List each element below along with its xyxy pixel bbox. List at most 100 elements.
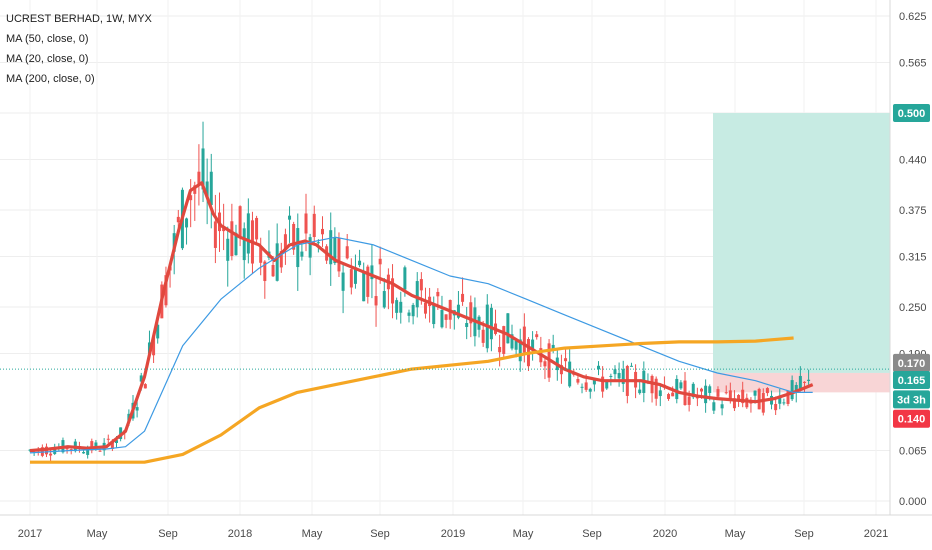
chart-title: UCREST BERHAD, 1W, MYX [6, 13, 153, 25]
candle-body [156, 324, 160, 339]
candle-body [712, 402, 716, 411]
candle-body [444, 314, 448, 320]
ma-line [30, 336, 794, 464]
price-badge-target: 0.500 [898, 108, 926, 120]
candle-body [564, 358, 568, 362]
candle-body [658, 390, 662, 397]
candle-body [263, 261, 267, 282]
candle-body [741, 389, 745, 404]
candle-body [320, 228, 324, 235]
candle-body [209, 171, 213, 206]
candle-body [152, 336, 156, 356]
candle-body [456, 304, 460, 318]
candle-body [654, 378, 658, 399]
candle-body [391, 278, 395, 304]
x-tick-label: Sep [582, 528, 602, 540]
candle-body [230, 221, 234, 256]
candle-body [679, 382, 683, 389]
x-tick-label: 2020 [653, 528, 677, 540]
y-tick-label: 0.375 [899, 205, 927, 217]
candle-body [535, 334, 539, 338]
x-tick-label: May [302, 528, 323, 540]
candle-body [296, 228, 300, 268]
candle-body [514, 340, 518, 350]
price-badge-last-bg [893, 353, 930, 372]
price-badge-stop-bg [893, 409, 930, 428]
candle-body [222, 227, 226, 232]
candle-body [197, 171, 201, 185]
candle-body [94, 442, 98, 449]
candle-body [358, 260, 362, 266]
candle-body [568, 361, 572, 387]
candle-body [613, 369, 617, 375]
candle-body [382, 291, 386, 308]
candle-body [580, 386, 584, 388]
candle-body [621, 369, 625, 384]
candle-body [106, 438, 110, 440]
candle-body [724, 392, 728, 394]
candle-body [469, 302, 473, 324]
x-tick-label: May [87, 528, 108, 540]
candle-body [737, 395, 741, 400]
candle-body [86, 449, 90, 455]
y-tick-label: 0.065 [899, 446, 927, 458]
candle-body [720, 404, 724, 409]
x-tick-label: 2017 [18, 528, 42, 540]
candle-body [436, 291, 440, 297]
candle-body [395, 300, 399, 313]
price-badge-stop: 0.140 [898, 414, 926, 426]
candle-body [691, 383, 695, 398]
candle-body [259, 247, 263, 263]
candle-body [333, 237, 337, 264]
candle-body [242, 228, 246, 261]
x-tick-label: 2019 [441, 528, 465, 540]
y-tick-label: 0.000 [899, 496, 927, 508]
candle-body [255, 217, 259, 240]
candle-body [271, 265, 275, 277]
x-tick-label: Sep [794, 528, 814, 540]
candle-body [283, 234, 287, 250]
candle-body [403, 267, 407, 290]
candle-body [757, 388, 761, 410]
candle-body [226, 238, 230, 261]
candle-body [275, 243, 279, 281]
position-zones [713, 113, 890, 393]
candle-body [308, 237, 312, 258]
ma-line [29, 236, 813, 454]
y-tick-label: 0.625 [899, 11, 927, 23]
price-badge-timer-bg [893, 390, 930, 409]
candle-body [728, 390, 732, 400]
candle-body [605, 381, 609, 389]
price-badge-entry-bg [893, 370, 930, 389]
candle-body [522, 326, 526, 353]
candle-body [638, 389, 642, 394]
candle-body [481, 329, 485, 343]
ma-line [29, 181, 814, 453]
candle-body [551, 344, 555, 351]
x-tick-label: May [725, 528, 746, 540]
candle-body [543, 361, 547, 367]
candle-body [489, 307, 493, 340]
grid [0, 0, 890, 515]
candle-body [802, 381, 806, 383]
x-tick-label: 2021 [864, 528, 888, 540]
candle-body [370, 265, 374, 280]
candle-body [135, 407, 139, 411]
candle-body [40, 447, 44, 456]
candle-body [629, 365, 633, 367]
candle-body [164, 275, 168, 306]
candle-body [732, 398, 736, 409]
price-badge-timer: 3d 3h [897, 394, 926, 406]
candle-body [671, 392, 675, 397]
candle-body [617, 372, 621, 379]
price-badge-entry: 0.165 [898, 375, 926, 387]
candle-body [440, 309, 444, 328]
candle-body [411, 304, 415, 317]
candle-body [807, 379, 811, 381]
candle-body [69, 449, 73, 451]
candle-body [366, 266, 370, 297]
candle-body [765, 388, 769, 394]
candle-body [798, 375, 802, 391]
candle-body [201, 148, 205, 190]
